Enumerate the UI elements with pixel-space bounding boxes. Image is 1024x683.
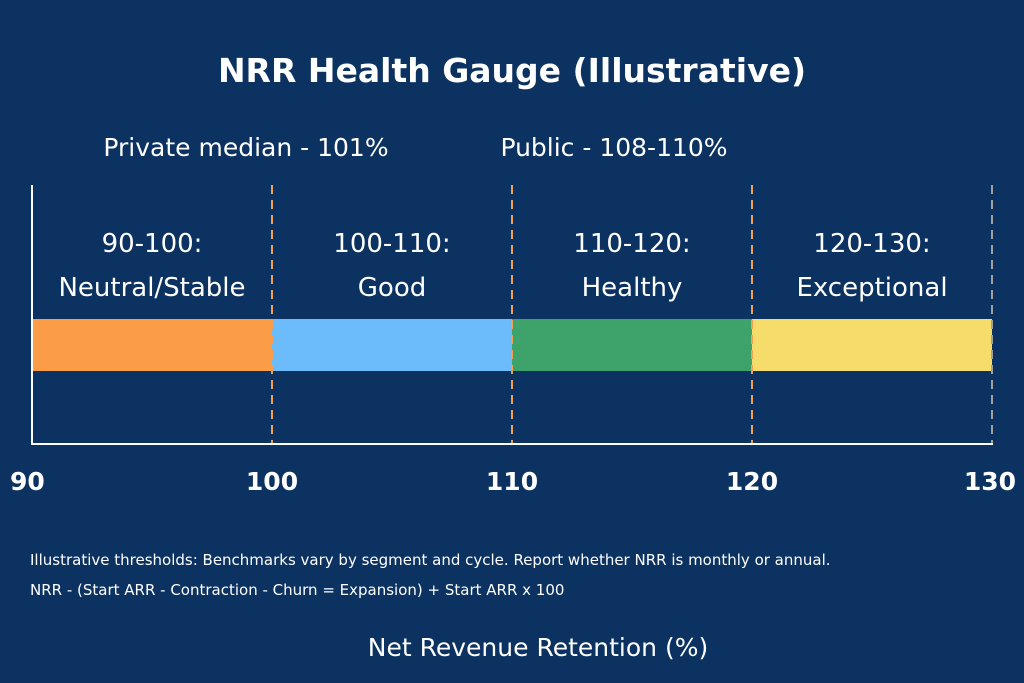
note-line-1: Illustrative thresholds: Benchmarks vary… (30, 551, 831, 569)
segment-range-label: 90-100: (102, 229, 203, 259)
segment-category-label: Exceptional (796, 273, 947, 303)
x-tick-label: 130 (964, 467, 1016, 496)
segment-category-label: Healthy (582, 273, 683, 303)
x-tick-label: 90 (10, 467, 45, 496)
segment-bar-exceptional (752, 319, 992, 371)
segment-category-label: Good (358, 273, 426, 303)
chart-title: NRR Health Gauge (Illustrative) (218, 51, 806, 90)
segment-category-label: Neutral/Stable (58, 273, 245, 303)
segment-bar-good (272, 319, 512, 371)
segment-bar-healthy (512, 319, 752, 371)
segment-range-label: 100-110: (333, 229, 450, 259)
segment-range-label: 120-130: (813, 229, 930, 259)
benchmark-label: Private median - 101% (103, 133, 388, 162)
gauge-segments (32, 319, 992, 371)
x-axis-tick-labels: 90 100 110 120 130 (10, 467, 1016, 496)
x-tick-label: 120 (726, 467, 778, 496)
benchmark-labels: Private median - 101% Public - 108-110% (103, 133, 727, 162)
segment-range-label: 110-120: (573, 229, 690, 259)
benchmark-label: Public - 108-110% (500, 133, 727, 162)
segment-labels: 90-100: Neutral/Stable 100-110: Good 110-120… (58, 229, 947, 303)
x-tick-label: 110 (486, 467, 538, 496)
threshold-lines (271, 185, 993, 444)
x-axis-label: Net Revenue Retention (%) (368, 633, 708, 662)
x-tick-label: 100 (246, 467, 298, 496)
note-line-2: NRR - (Start ARR - Contraction - Churn =… (30, 581, 564, 599)
segment-bar-neutral-stable (32, 319, 272, 371)
